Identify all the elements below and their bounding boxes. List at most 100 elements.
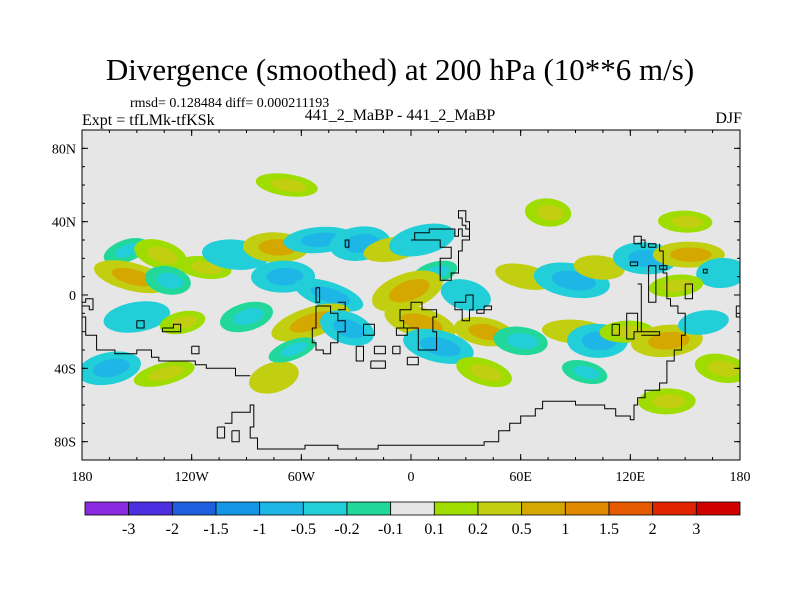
- colorbar-label: 2: [649, 521, 657, 538]
- anomaly-core: [333, 318, 365, 339]
- coastline: [406, 356, 419, 366]
- colorbar-label: 0.5: [512, 521, 532, 538]
- colorbar-box: [521, 501, 566, 516]
- anomaly-core: [573, 365, 600, 380]
- case-comparison-label: 441_2_MaBP - 441_2_MaBP: [304, 107, 496, 124]
- colorbar-label: 0.2: [468, 521, 488, 538]
- colorbar-box: [564, 501, 610, 516]
- colorbar-label: -0.1: [378, 521, 403, 538]
- anomaly-core: [111, 267, 155, 287]
- coastline: [483, 305, 492, 311]
- divergence-anomalies: [82, 173, 740, 415]
- anomaly-core: [419, 337, 461, 357]
- chart-title: Divergence (smoothed) at 200 hPa (10**6 …: [105, 52, 695, 87]
- colorbar-label: -0.2: [334, 521, 359, 538]
- colorbar-box: [215, 501, 261, 516]
- colorbar-box: [695, 501, 741, 516]
- coastline: [395, 327, 408, 336]
- colorbar-label: 1: [561, 521, 569, 538]
- coastline: [633, 235, 642, 245]
- anomaly-core: [114, 243, 141, 258]
- colorbar-label: -0.5: [291, 521, 316, 538]
- coastline: [392, 345, 401, 355]
- colorbar-box: [171, 501, 217, 516]
- x-tick-label: 120E: [616, 470, 646, 485]
- anomaly-core: [233, 307, 264, 325]
- anomaly-core: [669, 247, 712, 262]
- anomaly-core: [453, 286, 483, 305]
- coastline: [370, 360, 386, 369]
- anomaly-core: [401, 313, 443, 333]
- colorbar-box: [302, 501, 348, 516]
- coastline: [191, 345, 200, 355]
- coastline: [216, 426, 226, 439]
- anomaly-core: [690, 315, 721, 330]
- coastline: [161, 323, 182, 333]
- colorbar-label: 1.5: [599, 521, 619, 538]
- anomaly-core: [280, 342, 308, 357]
- coastline: [702, 268, 708, 274]
- colorbar-box: [84, 501, 130, 516]
- coastline: [337, 301, 346, 311]
- coastline: [373, 345, 386, 355]
- coastline: [684, 283, 693, 300]
- anomaly-core: [671, 215, 703, 228]
- anomaly-core: [156, 272, 184, 289]
- anomaly-core: [147, 246, 178, 264]
- coastline: [735, 305, 740, 318]
- y-tick-label: 80N: [52, 142, 76, 157]
- coastline: [311, 305, 346, 355]
- anomaly-core: [708, 264, 739, 282]
- anomaly-core: [469, 364, 503, 381]
- anomaly-core: [388, 279, 430, 303]
- coastline: [344, 239, 350, 248]
- anomaly-core: [310, 286, 351, 305]
- colorbar-box: [346, 501, 392, 516]
- coastline: [640, 239, 646, 248]
- coastline: [648, 243, 657, 248]
- coastline: [136, 320, 145, 329]
- x-tick-label: 180: [730, 470, 751, 485]
- coastline: [82, 316, 251, 377]
- anomaly-core: [506, 333, 539, 349]
- colorbar-label: -2: [166, 521, 179, 538]
- anomaly-core: [708, 360, 740, 377]
- coastline: [82, 298, 94, 311]
- anomaly-core: [261, 367, 291, 386]
- experiment-label: Expt = tfLMk-tfKSk: [82, 112, 215, 129]
- colorbar-label: -1.5: [203, 521, 228, 538]
- y-tick-label: 40S: [54, 362, 76, 377]
- anomaly-core: [270, 178, 307, 192]
- anomaly-core: [148, 366, 184, 381]
- coastline: [315, 287, 321, 303]
- colorbar-box: [390, 501, 435, 516]
- colorbar-label: 3: [692, 521, 700, 538]
- coastline: [399, 301, 438, 351]
- x-tick-label: 60W: [288, 470, 316, 485]
- anomaly-core: [586, 260, 617, 275]
- y-tick-label: 40N: [52, 216, 76, 231]
- coastline: [659, 265, 668, 270]
- season-label: DJF: [715, 110, 742, 127]
- axes: 180 120W 60W 0 60E 120E 180 80N 40N 0 40S 80S: [52, 130, 751, 485]
- coastline: [476, 309, 485, 314]
- coastline: [411, 210, 470, 281]
- anomaly-core: [171, 315, 198, 329]
- anomaly-core: [119, 307, 159, 326]
- anomaly-core: [648, 331, 690, 350]
- coastline: [231, 430, 240, 443]
- coastline: [626, 283, 642, 340]
- y-tick-label: 80S: [54, 436, 76, 451]
- x-tick-label: 0: [408, 470, 415, 485]
- x-tick-label: 120W: [175, 470, 210, 485]
- colorbar-box: [433, 501, 479, 516]
- coastline: [611, 323, 620, 336]
- coastlines: [82, 210, 740, 450]
- coastline: [648, 265, 657, 303]
- anomaly-core: [93, 358, 130, 378]
- y-tick-label: 0: [69, 289, 76, 304]
- colorbar-box: [608, 501, 654, 516]
- anomaly-core: [662, 279, 694, 292]
- colorbar: -3 -2 -1.5 -1 -0.5 -0.2 -0.1 0.1 0.2 0.5 1 1.5 2 3: [84, 501, 741, 538]
